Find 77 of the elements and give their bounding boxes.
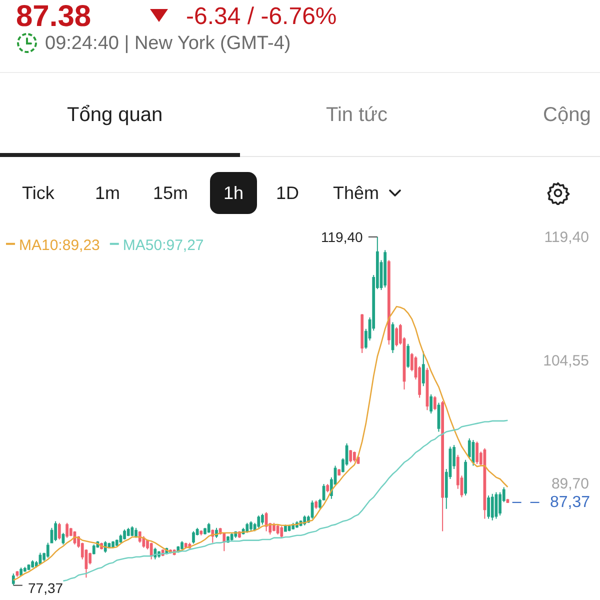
candlestick: [207, 522, 210, 534]
candlestick: [476, 441, 478, 465]
line-series: [62, 420, 508, 582]
candlestick: [310, 500, 314, 520]
candlestick: [384, 250, 387, 288]
candlestick: [115, 538, 118, 547]
candlestick: [46, 542, 50, 558]
candlestick: [280, 526, 284, 538]
text: Tin tức: [326, 104, 388, 127]
candlestick: [192, 530, 195, 544]
candlestick: [326, 483, 330, 493]
candlestick: [250, 520, 252, 532]
ref-line-label: 87,37: [550, 494, 590, 511]
text: 15m: [153, 183, 188, 204]
candlestick: [430, 394, 433, 414]
candlestick: [12, 572, 15, 586]
y-tick-label: 89,70: [551, 475, 589, 492]
chart-subtitle: -6.34 / -6.76%: [186, 3, 337, 31]
candlestick: [360, 314, 364, 354]
candlestick: [230, 532, 234, 542]
legend-label: MA50:97,27: [122, 236, 204, 254]
line-series: [12, 306, 508, 581]
candlestick: [406, 343, 410, 368]
candlestick: [441, 400, 444, 532]
candlestick: [498, 492, 502, 516]
annotation: 119,40: [321, 229, 363, 245]
candlestick: [395, 326, 398, 347]
candlestick: [222, 532, 226, 552]
text: Tổng quan: [67, 104, 163, 127]
candlestick: [204, 527, 206, 536]
candlestick: [494, 492, 498, 520]
text: 09:24:40 | New York (GMT-4): [45, 33, 291, 55]
candlestick: [184, 542, 188, 548]
candlestick: [92, 544, 96, 555]
text: Tick: [22, 183, 54, 204]
candlestick: [349, 449, 352, 463]
candlestick: [58, 522, 61, 540]
candlestick: [487, 495, 490, 520]
candlestick: [123, 529, 126, 540]
candlestick: [318, 498, 322, 510]
candlestick: [112, 540, 114, 548]
candlestick: [464, 459, 467, 496]
candlestick: [490, 493, 494, 521]
candlestick: [62, 532, 65, 545]
candlestick: [246, 522, 249, 534]
y-tick-label: 104,55: [543, 352, 589, 370]
text: 1m: [95, 183, 120, 204]
candlestick: [23, 566, 26, 572]
text: 1D: [276, 183, 300, 204]
candlestick: [126, 527, 130, 537]
candlestick: [422, 350, 425, 387]
candlestick: [200, 530, 203, 536]
candlestick: [387, 260, 390, 346]
candlestick: [437, 402, 440, 432]
candlestick: [150, 542, 153, 560]
candlestick: [433, 396, 436, 411]
candlestick: [66, 522, 68, 538]
y-tick-label: 119,40: [544, 229, 589, 246]
candlestick: [338, 468, 341, 476]
candlestick: [20, 567, 23, 576]
candlestick: [272, 522, 276, 532]
text: Thêm: [333, 183, 380, 204]
annotation: 77,37: [28, 580, 64, 596]
candlestick: [352, 451, 356, 462]
legend-label: MA10:89,23: [19, 236, 100, 254]
candlestick: [134, 527, 138, 538]
text: 1h: [222, 183, 245, 204]
candlestick: [276, 524, 280, 536]
text: Cộng: [543, 104, 591, 127]
candlestick: [257, 514, 260, 528]
candlestick: [54, 520, 57, 542]
candlestick: [284, 524, 287, 532]
candlestick: [314, 500, 318, 510]
candlestick: [261, 513, 264, 526]
candlestick: [180, 540, 184, 550]
chart-title: 87.38: [16, 0, 92, 34]
candlestick: [31, 560, 34, 568]
